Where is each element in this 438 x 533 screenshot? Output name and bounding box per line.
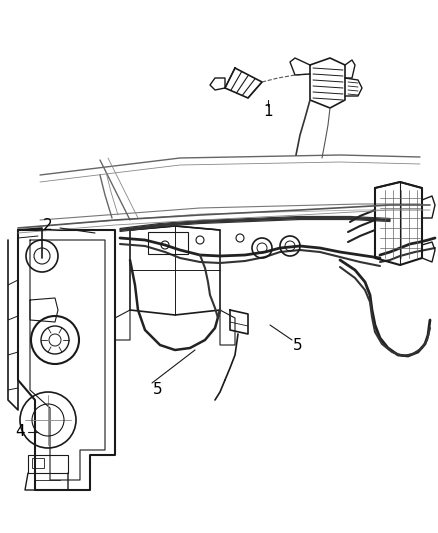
Bar [148,232,188,254]
Text: 1: 1 [263,104,273,119]
Text: 5: 5 [293,337,303,352]
Bar [28,455,68,473]
Text: 4: 4 [15,424,25,440]
Text: 2: 2 [43,219,53,233]
Text: 5: 5 [153,383,163,398]
Bar [32,458,44,468]
